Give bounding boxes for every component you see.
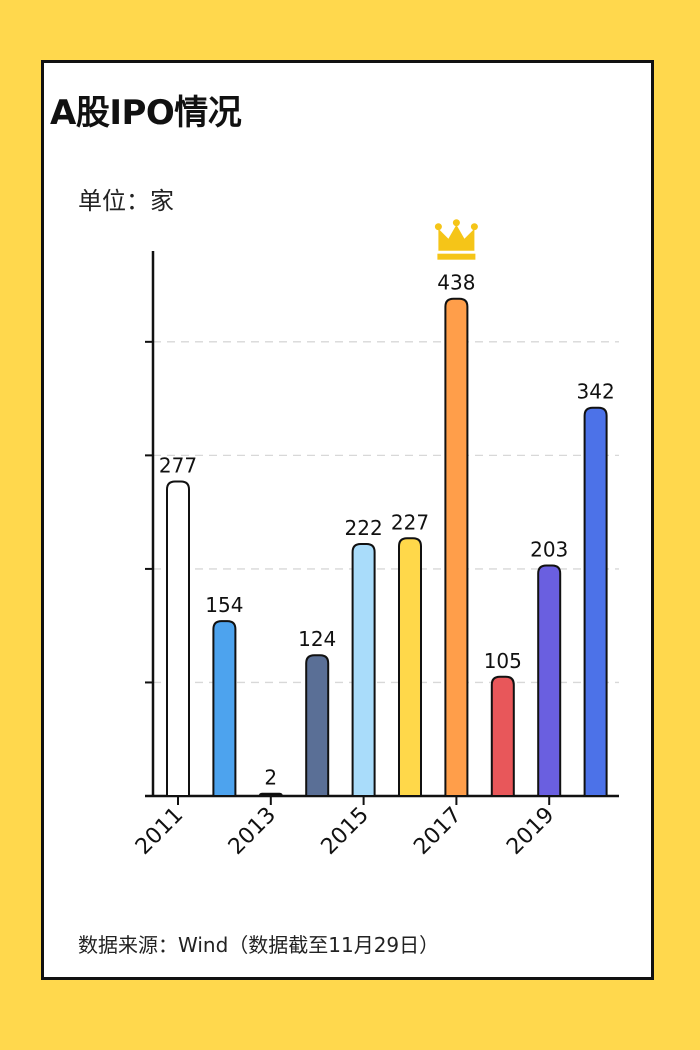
source-note: 数据来源：Wind（数据截至11月29日） xyxy=(78,933,440,957)
data-label-2016: 227 xyxy=(391,510,429,534)
data-label-2013: 2 xyxy=(264,766,277,790)
x-tick-label-2019: 2019 xyxy=(502,803,559,860)
data-label-2019: 203 xyxy=(530,538,568,562)
data-label-2012: 154 xyxy=(205,593,243,617)
bar-2016 xyxy=(398,537,422,797)
bar-2014 xyxy=(305,654,330,797)
data-label-2020: 342 xyxy=(577,380,615,404)
unit-label: 单位：家 xyxy=(78,187,174,215)
bar-2020 xyxy=(583,406,608,797)
bar-2011 xyxy=(166,480,190,797)
crown-icon xyxy=(434,219,478,260)
chart-title: A股IPO情况 xyxy=(50,93,242,133)
bar-2012 xyxy=(212,620,237,797)
bar-2013 xyxy=(258,792,283,797)
bar-2018 xyxy=(490,675,515,797)
x-tick-label-2013: 2013 xyxy=(224,803,281,860)
data-label-2014: 124 xyxy=(298,627,336,651)
bar-2019 xyxy=(537,564,562,797)
x-tick-label-2011: 2011 xyxy=(131,803,188,860)
bar-chart: 277 2011 154 2 2013 124 222 2015 227 438 2017 105 20… xyxy=(131,219,619,860)
data-label-2017: 438 xyxy=(437,271,475,295)
x-tick-label-2017: 2017 xyxy=(409,803,466,860)
bar-2017 xyxy=(444,297,469,797)
x-tick-label-2015: 2015 xyxy=(317,803,374,860)
data-label-2011: 277 xyxy=(159,453,197,477)
bar-2015 xyxy=(351,542,376,797)
data-label-2015: 222 xyxy=(345,516,383,540)
chart-card: A股IPO情况 单位：家 277 2011 154 2 2013 124 222 2015 22… xyxy=(41,60,654,980)
data-label-2018: 105 xyxy=(484,649,522,673)
